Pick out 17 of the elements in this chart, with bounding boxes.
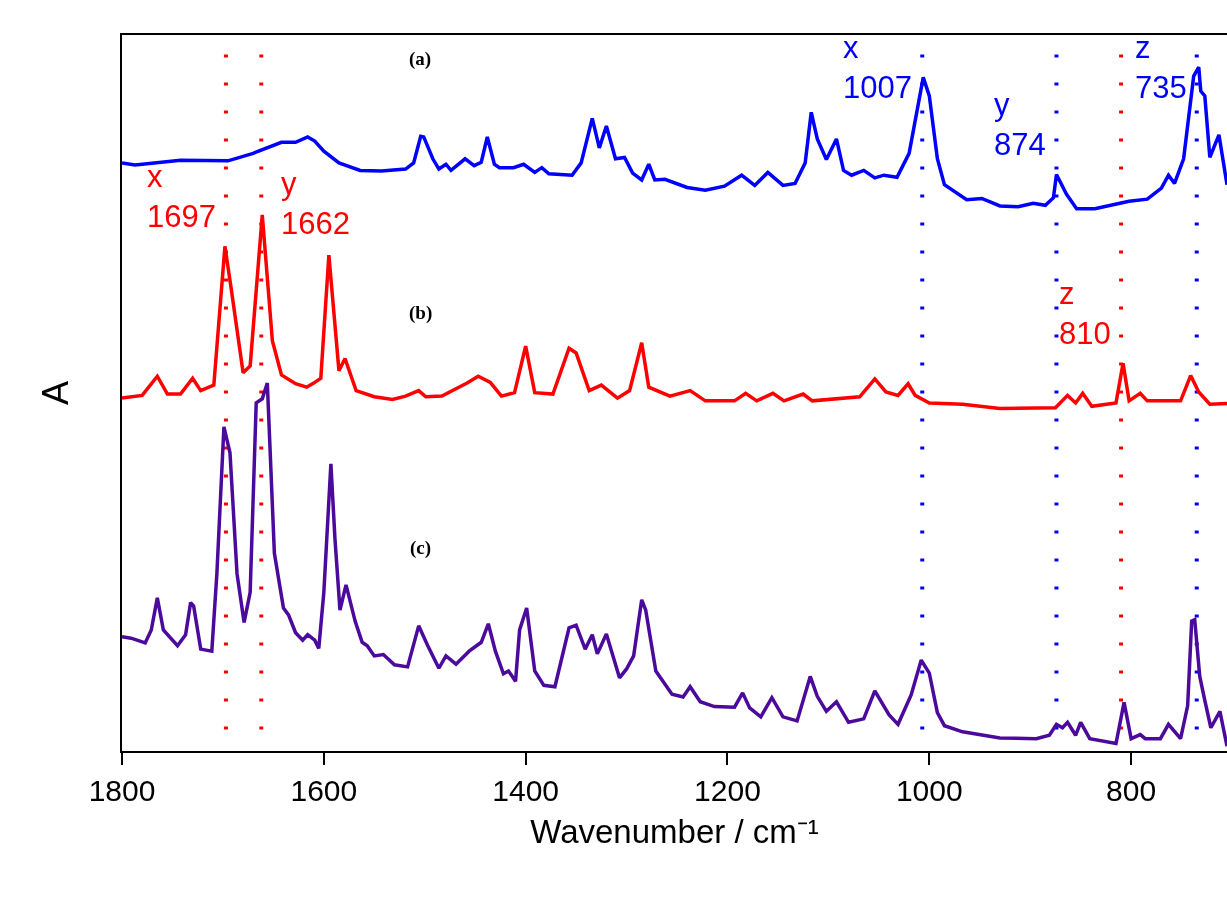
- x-tick-label: 1400: [492, 774, 560, 807]
- x-axis-title: Wavenumber / cm⁻¹: [530, 813, 819, 851]
- x-tick-label: 800: [1106, 774, 1157, 807]
- x-tick-label: 1600: [290, 774, 358, 807]
- annotation: (b): [409, 302, 433, 324]
- ref-line-label: x 1697: [147, 159, 216, 235]
- y-axis-title: A: [35, 380, 77, 406]
- annotation: (c): [410, 537, 432, 559]
- x-tick-label: 1000: [895, 774, 963, 807]
- ref-line-label: x 1007: [843, 30, 912, 106]
- x-tick-label: 1800: [88, 774, 156, 807]
- annotation: (a): [409, 48, 432, 70]
- x-tick-label: 1200: [694, 774, 761, 807]
- ref-line-label: z 810: [1059, 276, 1111, 352]
- ref-line-label: z 735: [1135, 30, 1187, 106]
- ref-line-label: y 874: [994, 87, 1046, 163]
- ref-line-label: y 1662: [281, 166, 350, 242]
